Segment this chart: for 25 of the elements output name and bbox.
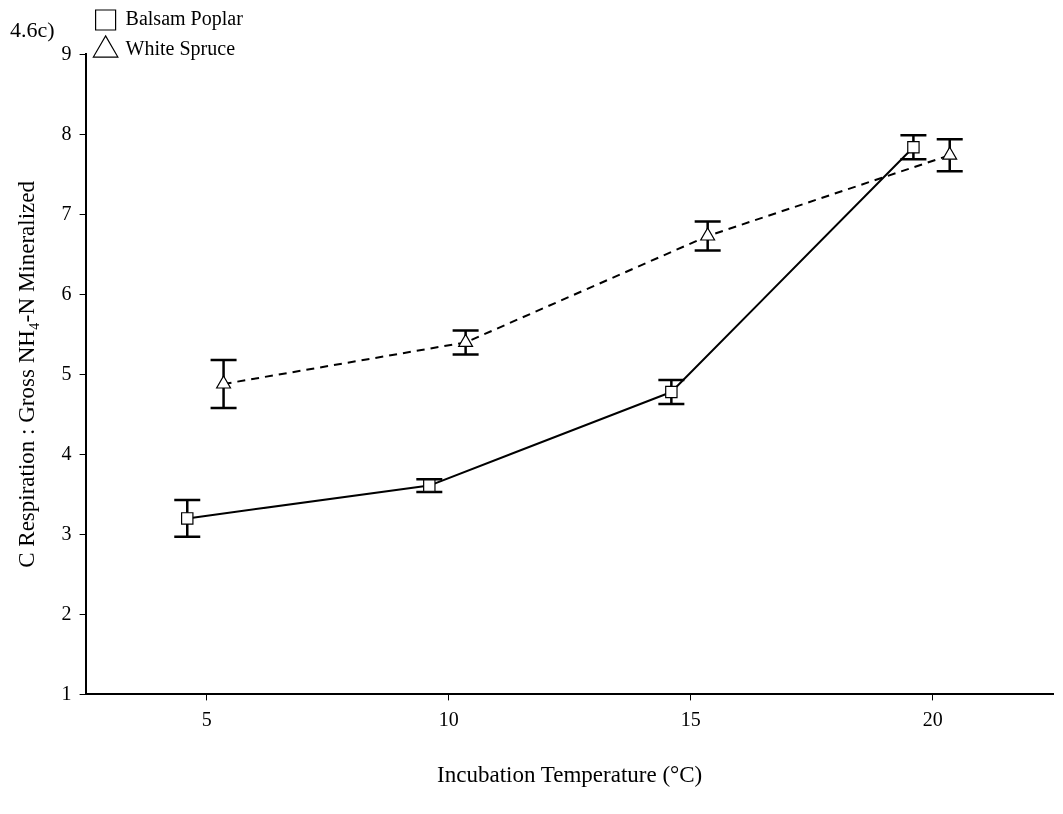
- y-tick-label: 4: [61, 441, 72, 464]
- x-tick-label: 10: [438, 707, 459, 730]
- y-tick-label: 6: [61, 281, 72, 304]
- point: [216, 375, 232, 389]
- y-tick-label: 7: [61, 201, 72, 224]
- point: [458, 333, 474, 347]
- x-tick-label: 20: [922, 707, 943, 730]
- point: [181, 512, 194, 525]
- point: [700, 227, 716, 241]
- point: [665, 385, 678, 399]
- x-tick-label: 15: [680, 707, 701, 730]
- y-tick-label: 8: [61, 121, 72, 144]
- x-tick-label: 5: [201, 707, 212, 730]
- y-axis-title: C Respiration : Gross NH₄-N Mineralized: [13, 180, 39, 568]
- point: [942, 146, 958, 160]
- y-tick-label: 1: [61, 681, 72, 704]
- chart-title: 4.6c): [10, 16, 55, 42]
- legend-label: White Spruce: [125, 37, 236, 61]
- y-tick-label: 3: [61, 521, 72, 544]
- x-axis-title: Incubation Temperature (°C): [437, 762, 703, 788]
- legend-label: Balsam Poplar: [125, 7, 244, 31]
- y-tick-label: 9: [61, 41, 72, 64]
- y-tick-label: 2: [61, 601, 72, 624]
- y-tick-label: 5: [61, 361, 72, 384]
- point: [423, 479, 436, 492]
